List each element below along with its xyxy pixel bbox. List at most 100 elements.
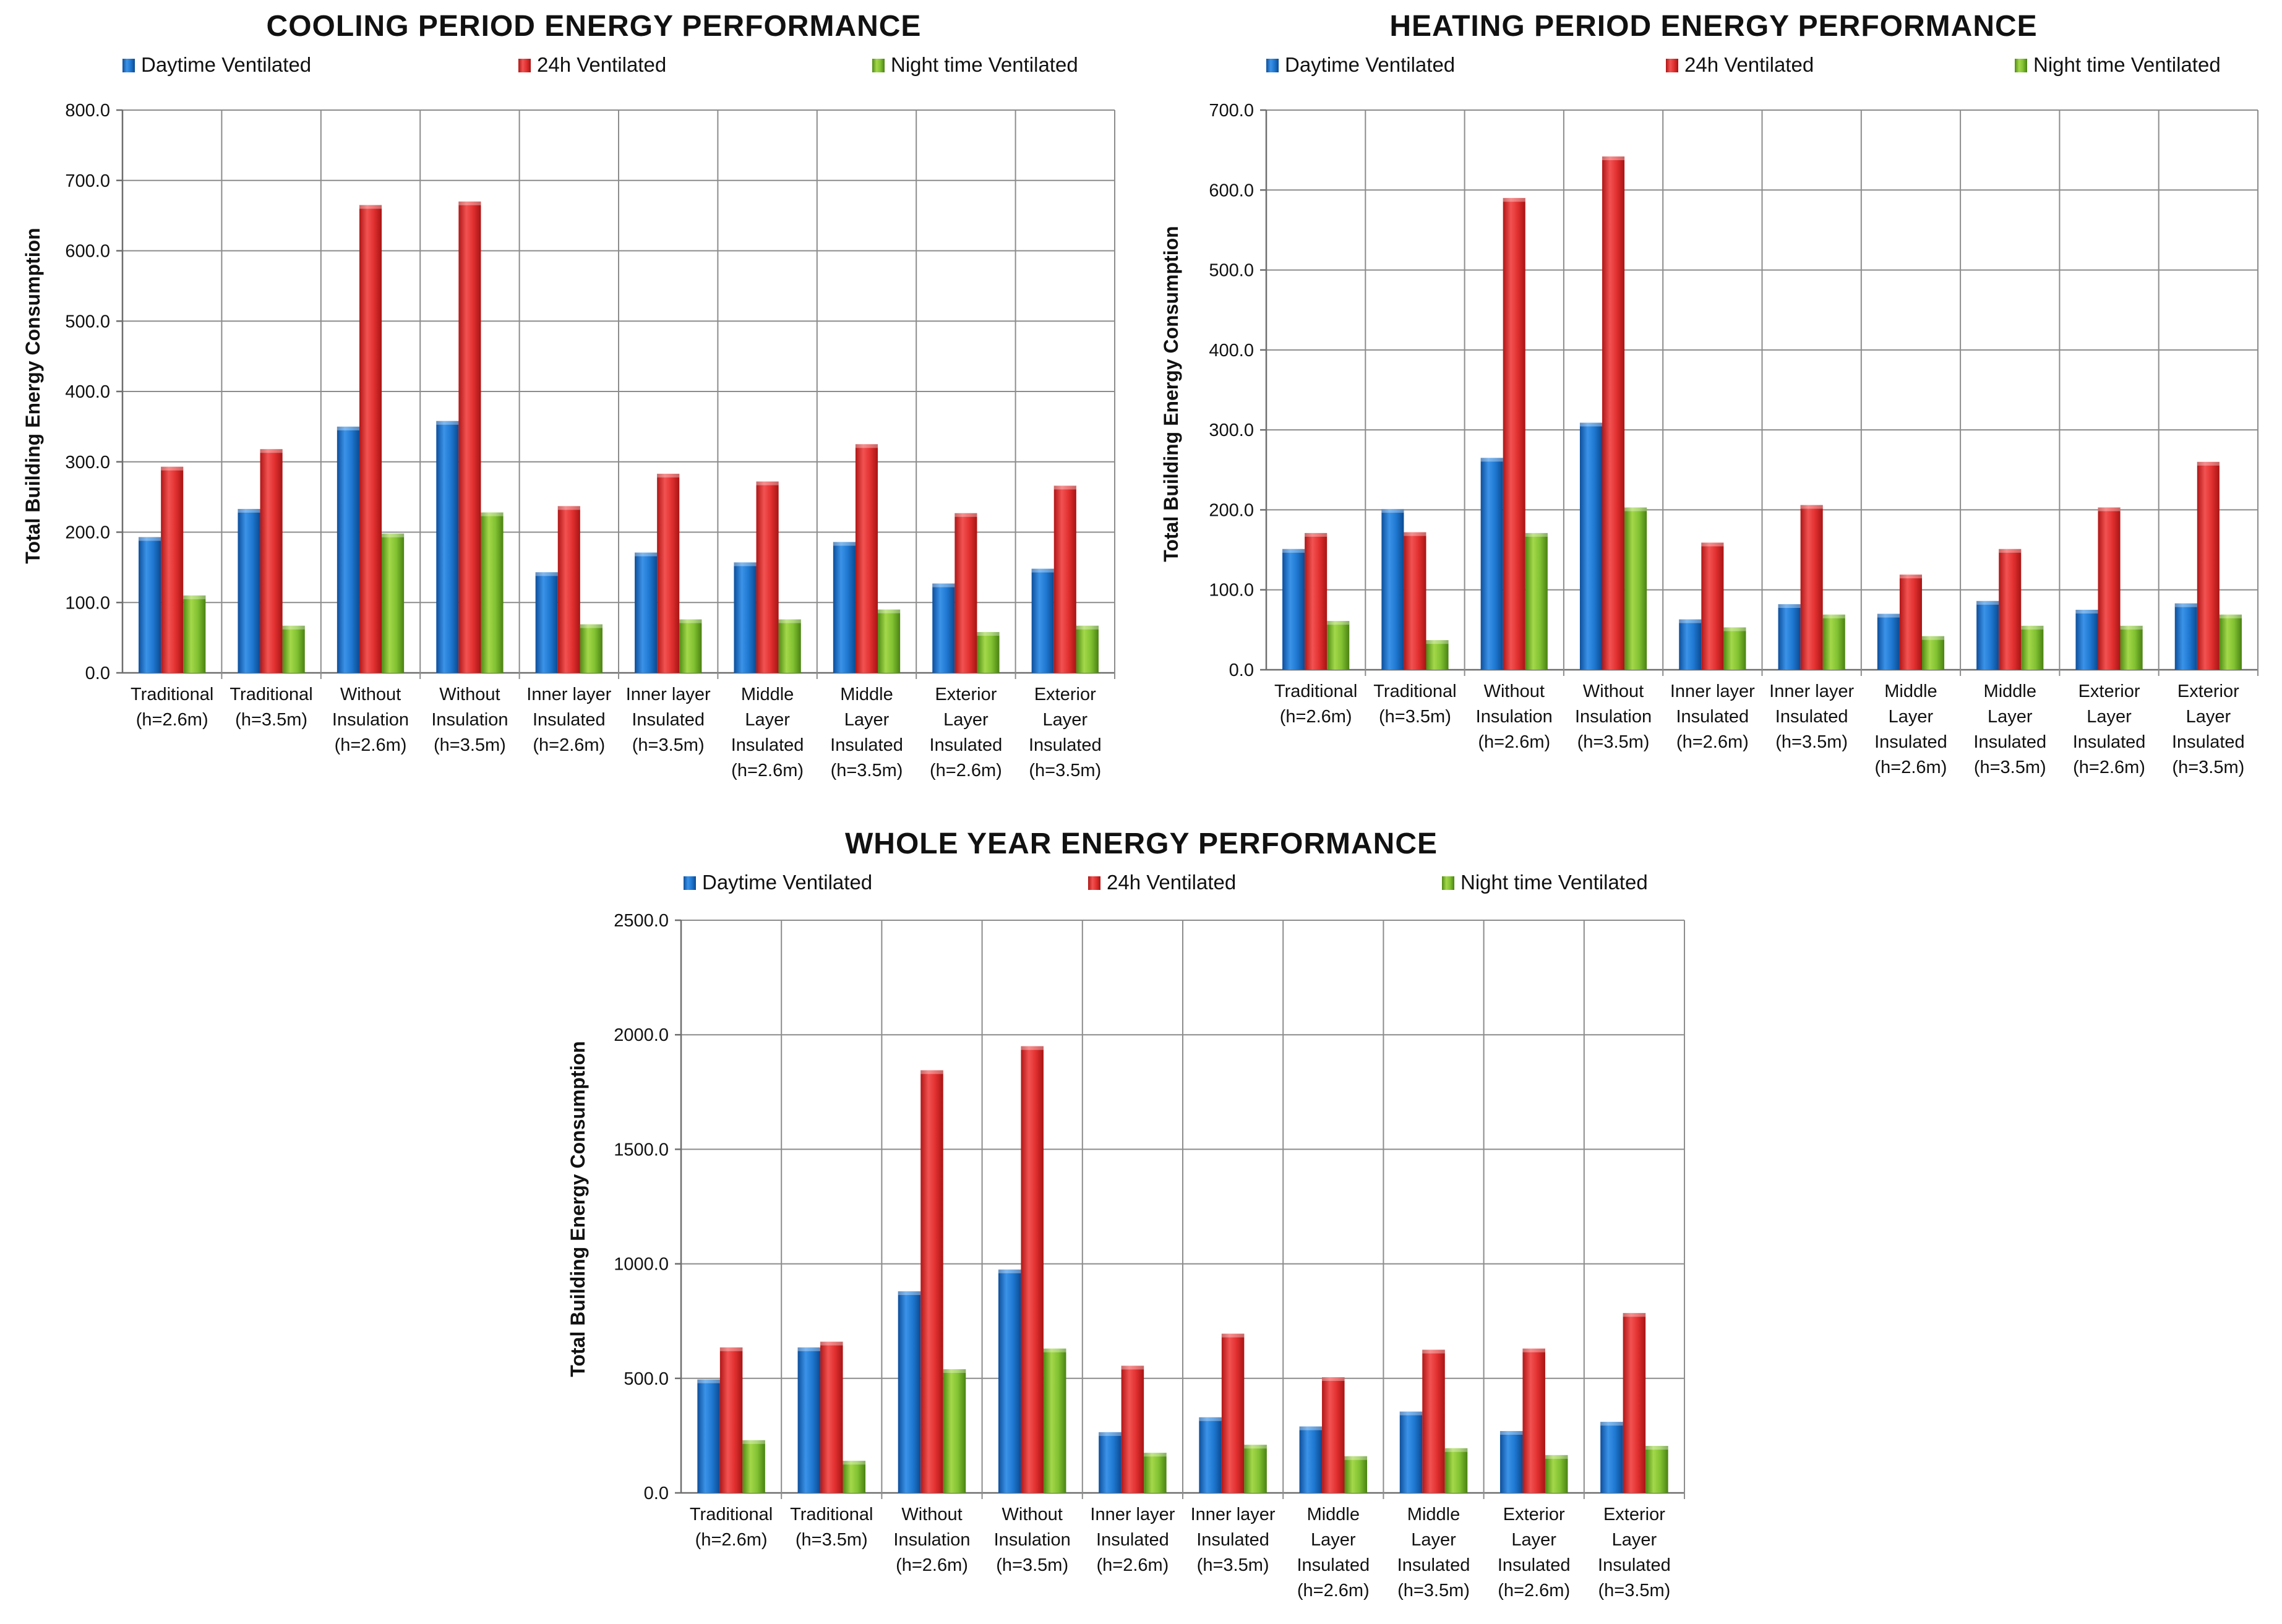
bar [282,625,305,673]
bar-top-highlight [855,444,878,448]
chart-title: HEATING PERIOD ENERGY PERFORMANCE [1389,10,2037,43]
legend-label: Night time Ventilated [2033,53,2221,76]
bar [679,619,702,673]
bar [1144,1453,1167,1493]
y-tick-label: 500.0 [624,1369,669,1389]
x-tick-label: Without Insulation (h=2.6m) [332,685,409,755]
bar-top-highlight [679,619,702,623]
bar [1282,549,1305,670]
x-tick-label: Inner layer Insulated (h=3.5m) [1191,1505,1276,1575]
legend: Daytime Ventilated 24h Ventilated Night ti… [122,53,1078,76]
legend-label: Daytime Ventilated [141,53,311,76]
x-tick-label: Middle Layer Insulated (h=3.5m) [830,685,903,780]
x-tick-label: Inner layer Insulated (h=3.5m) [626,685,711,755]
legend-label: 24h Ventilated [1684,53,1814,76]
legend-label: 24h Ventilated [537,53,666,76]
bar [932,583,955,673]
bar [183,595,206,673]
bar [1076,625,1099,673]
bar-top-highlight [557,506,580,510]
y-tick-label: 400.0 [65,382,110,402]
x-tick-label: Middle Layer Insulated (h=2.6m) [1874,682,1947,777]
plot-area: 0.0 100.0 200.0 300.0 400.0 500.0 600.0 700.0 Tr… [1209,101,2258,777]
bar-top-highlight [2120,625,2143,630]
y-tick-label: 300.0 [65,453,110,472]
legend-swatch [872,59,885,72]
y-tick-label: 200.0 [1209,500,1254,520]
x-tick-label: Middle Layer Insulated (h=3.5m) [1397,1505,1470,1600]
bar [635,552,658,673]
bar-top-highlight [1503,198,1525,202]
bar-top-highlight [734,562,757,566]
y-tick-label: 300.0 [1209,421,1254,440]
bar-top-highlight [1899,575,1922,579]
bar-top-highlight [920,1070,943,1074]
legend-label: Night time Ventilated [1461,871,1648,894]
bar-top-highlight [977,632,1000,636]
bar [1723,627,1746,670]
bar-top-highlight [382,533,405,537]
bar [1545,1455,1568,1493]
bar-top-highlight [2098,507,2121,511]
x-tick-label: Traditional (h=2.6m) [690,1505,773,1550]
bar-top-highlight [1327,621,1350,625]
bar [1121,1365,1144,1493]
bar [580,624,603,673]
bar [1624,507,1647,670]
bar [382,533,405,673]
bar-top-highlight [260,449,283,453]
y-tick-label: 600.0 [65,242,110,262]
y-axis-title: Total Building Energy Consumption [567,1041,589,1377]
bar-top-highlight [1480,458,1503,462]
y-tick-label: 500.0 [1209,261,1254,281]
x-tick-label: Traditional (h=3.5m) [1373,682,1456,727]
bar-top-highlight [998,1269,1021,1273]
bar-top-highlight [1645,1446,1668,1450]
bar [2098,507,2121,670]
legend-label: Daytime Ventilated [1285,53,1455,76]
bar [535,572,558,673]
bar [1021,1046,1044,1493]
legend-swatch [1442,876,1454,890]
legend-swatch [1266,59,1279,72]
bar-top-highlight [1778,604,1801,608]
x-tick-label: Exterior Layer Insulated (h=2.6m) [2073,682,2146,777]
bar [878,609,901,673]
bar-top-highlight [2075,610,2098,614]
bar-top-highlight [1221,1333,1245,1338]
bar [1305,532,1328,670]
x-tick-label: Exterior Layer Insulated (h=2.6m) [1498,1505,1571,1600]
bar [2197,461,2220,670]
bar [843,1461,866,1493]
bar-top-highlight [580,624,603,628]
x-tick-label: Traditional (h=3.5m) [790,1505,873,1550]
bar-top-highlight [1602,156,1625,160]
plot-area: 0.0 500.0 1000.0 1500.0 2000.0 2500.0 Traditio… [614,911,1685,1600]
bar [742,1440,765,1493]
bar [2120,625,2143,670]
bar [2219,614,2242,670]
bar-top-highlight [2219,614,2242,618]
legend-item: Night time Ventilated [872,53,1078,76]
legend-item: 24h Ventilated [518,53,666,76]
bar-top-highlight [797,1347,821,1351]
legend-swatch [2015,59,2027,72]
bar-top-highlight [898,1291,921,1296]
bar [920,1070,943,1493]
bar [1099,1432,1122,1493]
bar [833,542,856,673]
y-tick-label: 1000.0 [614,1255,669,1275]
x-tick-label: Without Insulation (h=3.5m) [1575,682,1652,752]
bar-top-highlight [282,625,305,630]
y-tick-label: 0.0 [1229,660,1254,680]
bar [734,562,757,673]
bar [898,1291,921,1493]
bar [1976,600,1999,670]
legend-item: 24h Ventilated [1088,871,1236,894]
bar [1480,458,1503,670]
x-tick-label: Without Insulation (h=3.5m) [994,1505,1071,1575]
bar-top-highlight [756,481,779,485]
bar-top-highlight [1723,627,1746,631]
bar [1645,1446,1668,1493]
x-tick-label: Middle Layer Insulated (h=3.5m) [1973,682,2046,777]
